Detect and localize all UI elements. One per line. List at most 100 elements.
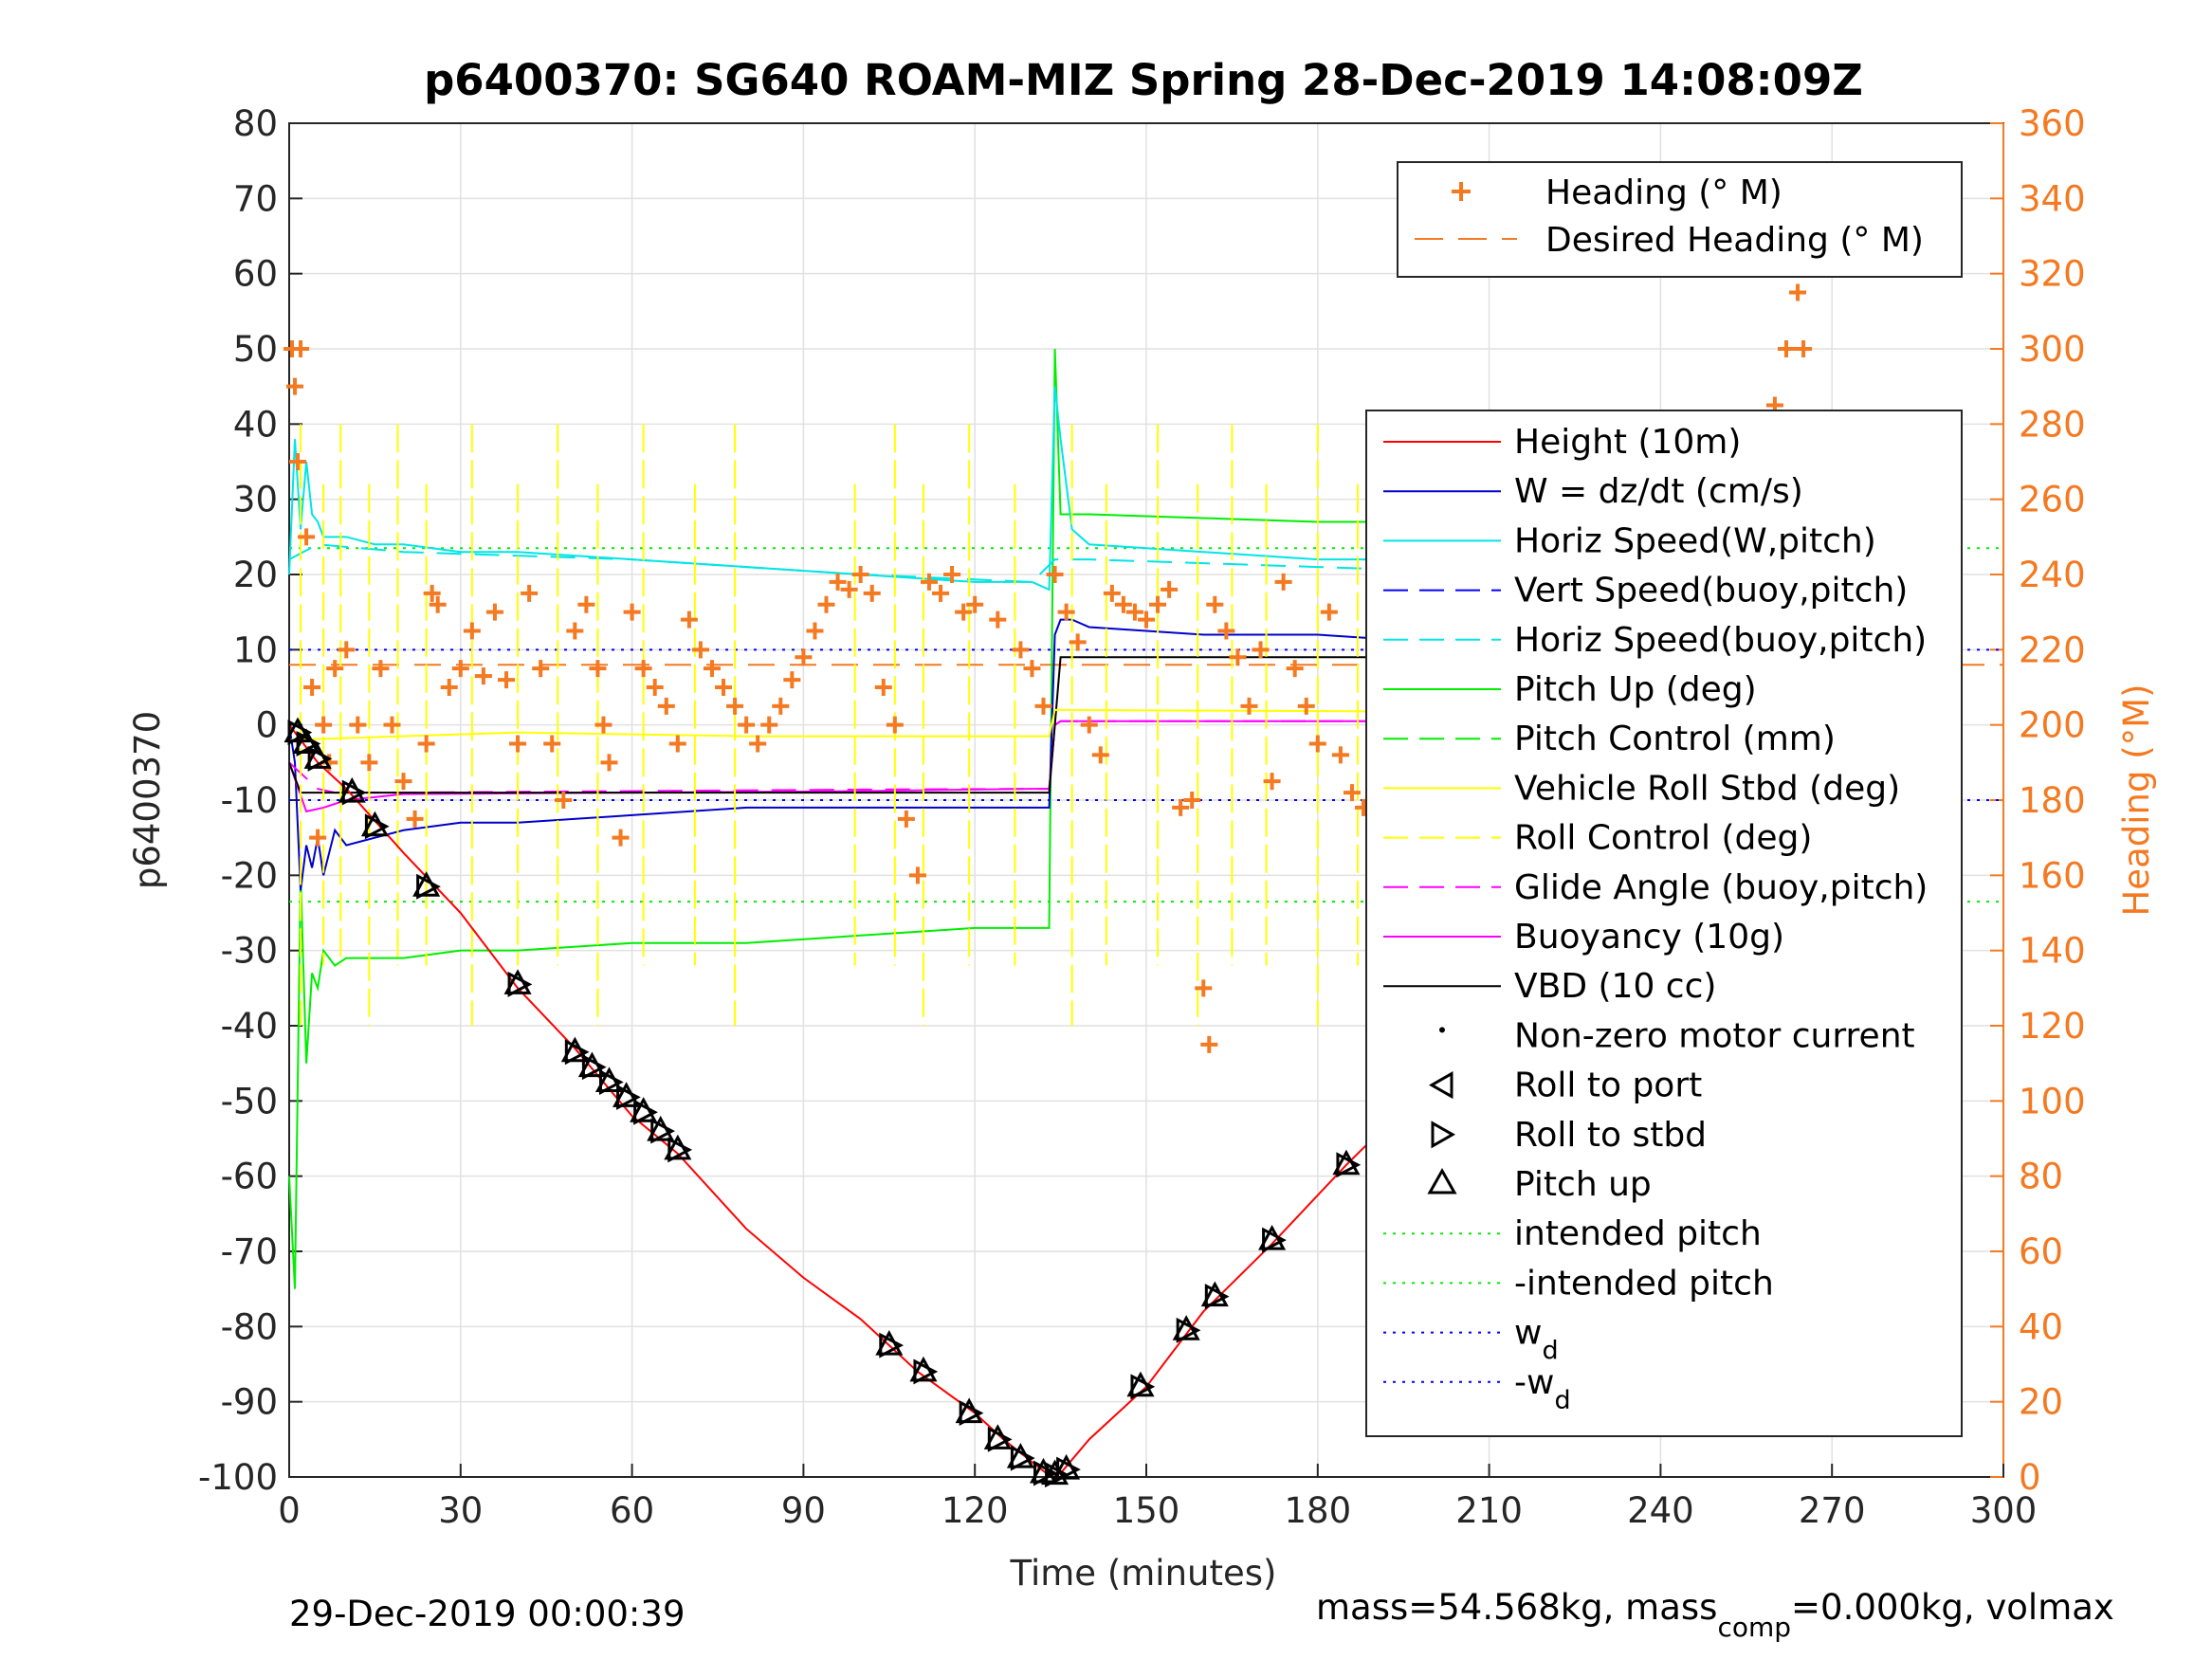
legend-main-label: Height (10m) xyxy=(1514,423,1741,462)
legend-main-label: Vert Speed(buoy,pitch) xyxy=(1514,572,1908,611)
y-tick-label: 70 xyxy=(233,178,278,219)
heading-point xyxy=(1172,798,1190,816)
heading-point xyxy=(1125,603,1143,621)
heading-point xyxy=(555,792,573,809)
y-tick-label: -70 xyxy=(221,1231,278,1272)
legend-main-label: Buoyancy (10g) xyxy=(1514,918,1784,957)
y-axis-label: p6400370 xyxy=(127,711,168,889)
legend-main-label: W = dz/dt (cm/s) xyxy=(1514,472,1803,511)
legend-main-label: Roll to stbd xyxy=(1514,1116,1707,1155)
heading-point xyxy=(851,566,869,583)
legend-main-label: Horiz Speed(W,pitch) xyxy=(1514,521,1876,560)
legend-main-label: -intended pitch xyxy=(1514,1264,1774,1303)
legend-top-label: Heading (° M) xyxy=(1545,173,1782,212)
heading-point xyxy=(897,810,915,828)
heading-point xyxy=(1091,746,1109,764)
heading-point xyxy=(806,622,824,640)
x-tick-label: 150 xyxy=(1113,1490,1180,1531)
heading-point xyxy=(1308,735,1326,753)
heading-point xyxy=(474,667,492,685)
heading-point xyxy=(440,679,458,696)
heading-point xyxy=(989,611,1007,629)
heading-point xyxy=(726,697,744,715)
roll-stbd-marker xyxy=(879,1332,905,1358)
roll-stbd-marker xyxy=(1336,1152,1362,1178)
y-tick-label: 80 xyxy=(233,103,278,144)
heading-point xyxy=(566,622,584,640)
x-axis-label: Time (minutes) xyxy=(1010,1553,1277,1594)
y2-tick-label: 300 xyxy=(2019,329,2086,370)
roll-stbd-marker xyxy=(616,1084,641,1110)
y-tick-label: -50 xyxy=(221,1081,278,1121)
heading-point xyxy=(817,595,835,613)
y-tick-label: -10 xyxy=(221,780,278,821)
y2-tick-label: 160 xyxy=(2019,855,2086,896)
y-tick-label: -20 xyxy=(221,855,278,896)
heading-point xyxy=(1777,340,1795,357)
heading-point xyxy=(1161,580,1179,598)
x-tick-label: 90 xyxy=(781,1490,826,1531)
roll-stbd-marker xyxy=(364,813,390,840)
y-tick-label: 20 xyxy=(233,555,278,595)
y-tick-label: -30 xyxy=(221,931,278,972)
heading-point xyxy=(338,641,356,659)
y2-tick-label: 320 xyxy=(2019,254,2086,295)
y2-tick-label: 120 xyxy=(2019,1006,2086,1047)
heading-point xyxy=(1034,697,1052,715)
heading-point xyxy=(1217,622,1235,640)
heading-point xyxy=(1069,633,1087,651)
y2-tick-label: 200 xyxy=(2019,705,2086,746)
legend-marker-tri-up xyxy=(1427,1167,1457,1194)
footer-date: 29-Dec-2019 00:00:39 xyxy=(289,1594,685,1634)
heading-point xyxy=(932,584,950,602)
y-tick-label: -100 xyxy=(198,1457,278,1498)
heading-point xyxy=(612,829,630,847)
x-tick-label: 60 xyxy=(610,1490,654,1531)
heading-point xyxy=(463,622,481,640)
heading-point xyxy=(668,735,686,753)
y2-axis-label: Heading (°M) xyxy=(2116,684,2157,916)
roll-stbd-marker xyxy=(1176,1317,1201,1343)
heading-point xyxy=(360,754,378,772)
roll-stbd-marker xyxy=(1010,1445,1035,1471)
heading-point xyxy=(840,580,858,598)
heading-point xyxy=(543,735,561,753)
roll-stbd-marker xyxy=(913,1358,939,1385)
heading-point xyxy=(1046,566,1064,583)
heading-point xyxy=(1795,340,1813,357)
y2-tick-label: 40 xyxy=(2019,1306,2063,1347)
y-tick-label: -60 xyxy=(221,1157,278,1197)
chart-title: p6400370: SG640 ROAM-MIZ Spring 28-Dec-2… xyxy=(424,55,1863,105)
legend-top-label: Desired Heading (° M) xyxy=(1545,221,1924,260)
roll-stbd-marker xyxy=(1204,1284,1230,1310)
heading-point xyxy=(795,648,813,666)
legend-main-label: Pitch Up (deg) xyxy=(1514,670,1757,709)
heading-point xyxy=(1012,641,1030,659)
heading-point xyxy=(315,716,333,734)
roll-stbd-marker xyxy=(307,745,333,772)
x-tick-label: 180 xyxy=(1284,1490,1351,1531)
legend-marker-dot xyxy=(1439,1027,1445,1033)
heading-point xyxy=(372,660,390,678)
heading-point xyxy=(715,679,733,696)
heading-point xyxy=(657,697,675,715)
y2-tick-label: 240 xyxy=(2019,555,2086,595)
heading-point xyxy=(577,595,595,613)
heading-point xyxy=(406,810,424,828)
heading-point xyxy=(829,573,847,591)
heading-point xyxy=(1080,716,1098,734)
heading-point xyxy=(1320,603,1338,621)
heading-point xyxy=(1195,979,1213,997)
legend-main-label: intended pitch xyxy=(1514,1214,1762,1253)
footer-mass: mass=54.568kg, masscomp=0.000kg, volmax xyxy=(1316,1587,2114,1643)
y2-tick-label: 140 xyxy=(2019,931,2086,972)
series-vehicle-roll xyxy=(288,708,1833,741)
heading-point xyxy=(303,679,321,696)
heading-point xyxy=(521,584,539,602)
legend-marker-tri-left xyxy=(1428,1071,1453,1100)
y2-tick-label: 260 xyxy=(2019,480,2086,520)
roll-stbd-marker xyxy=(581,1054,607,1081)
heading-point xyxy=(423,584,441,602)
y2-tick-label: 20 xyxy=(2019,1382,2063,1423)
